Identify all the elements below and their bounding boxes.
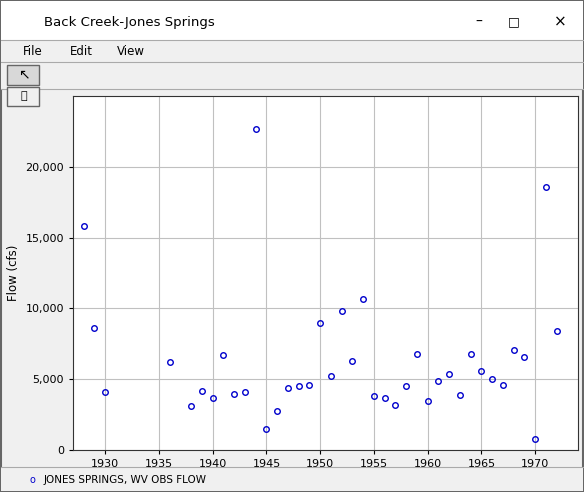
Text: View: View — [117, 45, 145, 58]
Text: Edit: Edit — [70, 45, 93, 58]
Text: –: – — [475, 15, 482, 29]
Text: Back Creek-Jones Springs: Back Creek-Jones Springs — [44, 16, 214, 29]
Text: JONES SPRINGS, WV OBS FLOW: JONES SPRINGS, WV OBS FLOW — [44, 475, 207, 485]
Text: 🔍: 🔍 — [20, 92, 27, 101]
Y-axis label: Flow (cfs): Flow (cfs) — [7, 245, 20, 301]
Text: □: □ — [508, 16, 520, 29]
Text: File: File — [23, 45, 43, 58]
Text: o: o — [29, 475, 35, 485]
Text: ×: × — [554, 15, 567, 30]
Text: ↖: ↖ — [18, 68, 29, 82]
